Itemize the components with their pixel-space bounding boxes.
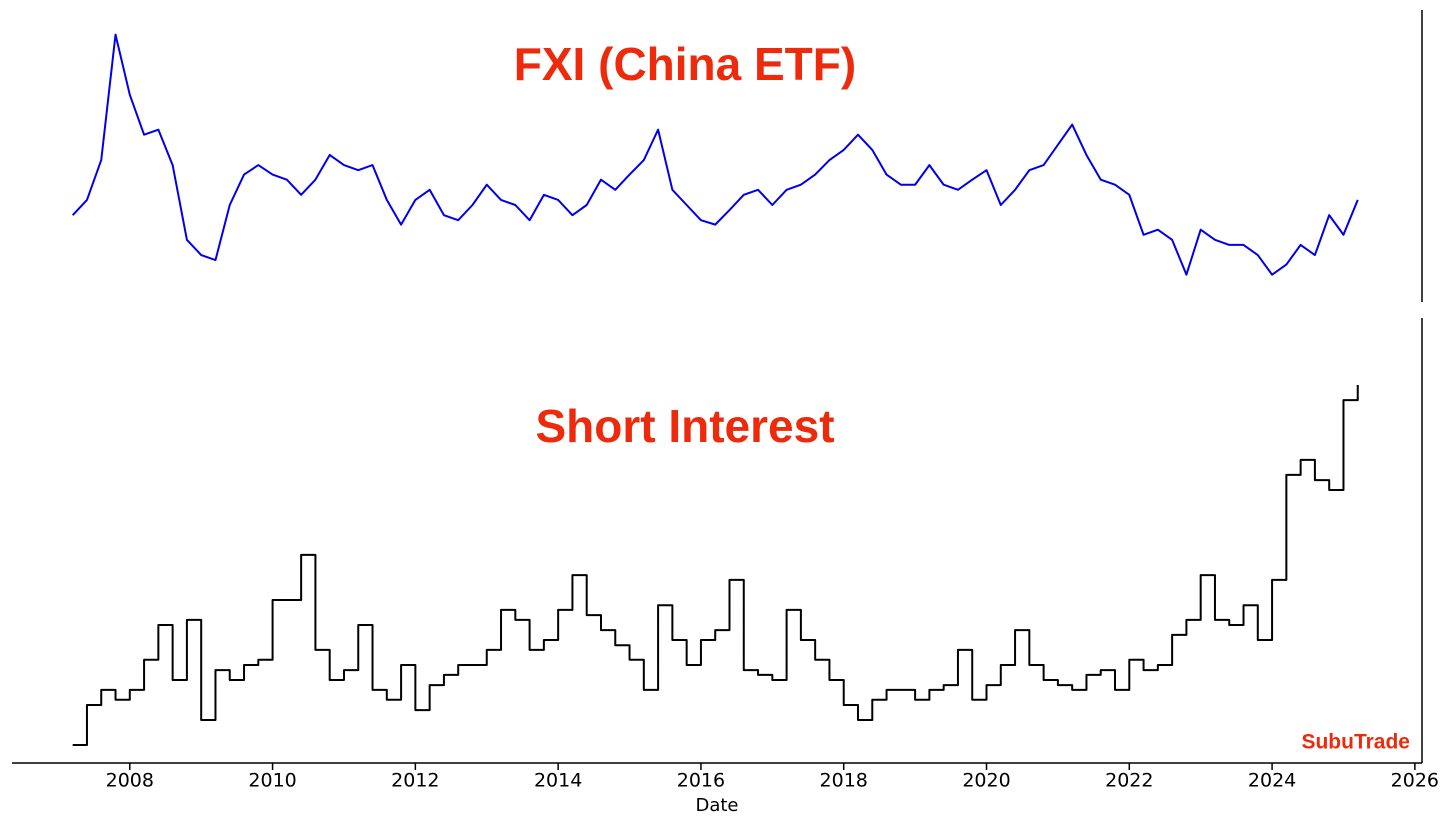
x-tick-label: 2024 (1248, 770, 1296, 792)
x-tick-label: 2014 (534, 770, 582, 792)
x-tick-label: 2008 (106, 770, 154, 792)
x-tick-label: 2016 (677, 770, 725, 792)
chart-title: FXI (China ETF) (514, 38, 856, 90)
x-tick-label: 2018 (820, 770, 868, 792)
x-tick-label: 2012 (391, 770, 439, 792)
x-tick-label: 2026 (1391, 770, 1439, 792)
chart-title: Short Interest (535, 400, 834, 452)
x-axis-label: Date (695, 795, 738, 816)
data-line (72, 385, 1359, 746)
x-tick-label: 2022 (1105, 770, 1153, 792)
watermark: SubuTrade (1301, 731, 1410, 754)
x-tick-label: 2010 (248, 770, 296, 792)
data-line (71, 33, 1359, 276)
x-tick-label: 2020 (962, 770, 1010, 792)
